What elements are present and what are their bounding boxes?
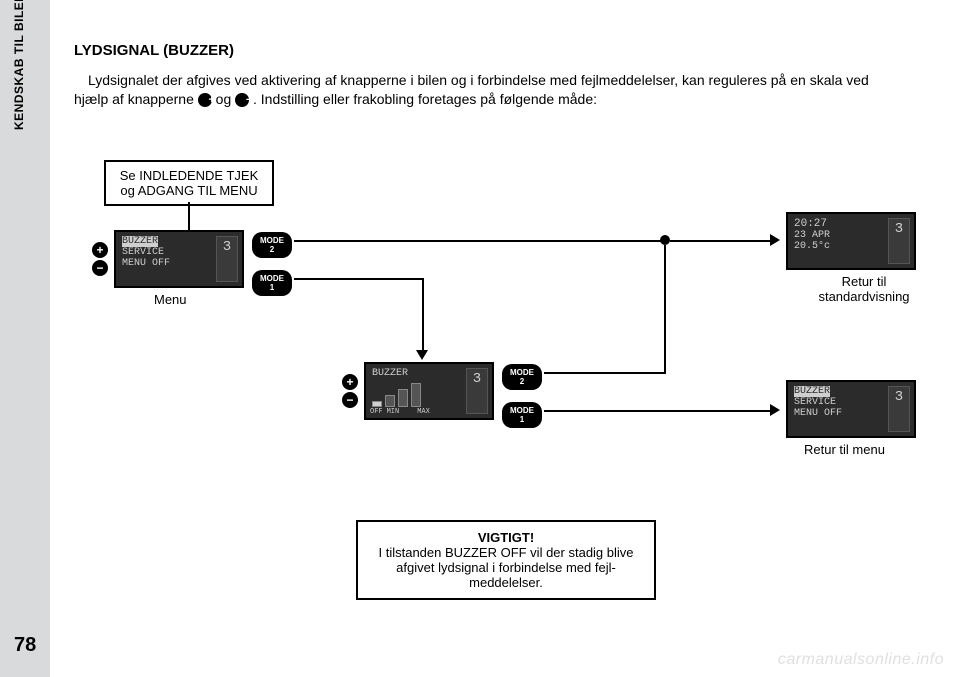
diagram: Se INDLEDENDE TJEK og ADGANG TIL MENU BU…	[74, 150, 944, 580]
sidebar: KENDSKAB TIL BILEN	[0, 0, 50, 677]
intro-box: Se INDLEDENDE TJEK og ADGANG TIL MENU	[104, 160, 274, 206]
screen-buzzer: BUZZER 3 OFF MIN MAX	[364, 362, 494, 420]
rm-hl: BUZZER	[794, 386, 830, 397]
screen-menu: BUZZER SERVICE MENU OFF 3	[114, 230, 244, 288]
buzzer-max: MAX	[417, 408, 430, 416]
sidebar-label: KENDSKAB TIL BILEN	[12, 0, 26, 130]
body-text: Lydsignalet der afgives ved aktivering a…	[74, 71, 944, 109]
buzzer-off: OFF	[370, 408, 383, 416]
buzzer-min: MIN	[387, 408, 400, 416]
screen-return-menu: BUZZER SERVICE MENU OFF 3	[786, 380, 916, 438]
return-std-l2: standardvisning	[818, 289, 909, 304]
content: LYDSIGNAL (BUZZER) Lydsignalet der afgiv…	[74, 42, 944, 109]
menu-hl: BUZZER	[122, 236, 158, 247]
arrow-head	[770, 234, 780, 246]
warn-l2: afgivet lydsignal i forbindelse med fejl…	[376, 560, 636, 575]
intro-l1: Se INDLEDENDE TJEK	[120, 168, 258, 183]
warn-l1: I tilstanden BUZZER OFF vil der stadig b…	[376, 545, 636, 560]
plus-icon: +	[342, 374, 358, 390]
line	[544, 410, 772, 412]
menu-label: Menu	[154, 292, 187, 307]
mode1-btn-2[interactable]: MODE 1	[502, 402, 542, 428]
gear-indicator: 3	[466, 368, 488, 414]
warn-l3: meddelelser.	[376, 575, 636, 590]
minus-icon: −	[92, 260, 108, 276]
mode1-btn-1[interactable]: MODE 1	[252, 270, 292, 296]
line	[664, 245, 666, 374]
body-line2a: hjælp af knapperne	[74, 91, 198, 107]
plus-icon: +	[198, 93, 212, 107]
return-std-label: Retur til standardvisning	[809, 274, 919, 304]
line	[188, 202, 190, 230]
line	[294, 240, 664, 242]
body-line2b: . Indstilling eller frakobling foretages…	[253, 91, 597, 107]
screen-clock: 20:27 23 APR 20.5°c 3	[786, 212, 916, 270]
arrow-head	[416, 350, 428, 360]
page-number: 78	[14, 634, 36, 657]
gear-indicator: 3	[888, 386, 910, 432]
line	[422, 278, 424, 350]
line	[294, 278, 424, 280]
section-heading: LYDSIGNAL (BUZZER)	[74, 42, 944, 59]
mode2-btn-1[interactable]: MODE 2	[252, 232, 292, 258]
warning-box: VIGTIGT! I tilstanden BUZZER OFF vil der…	[356, 520, 656, 600]
minus-icon: −	[235, 93, 249, 107]
pm-menu: + −	[92, 242, 108, 276]
warn-title: VIGTIGT!	[376, 530, 636, 545]
body-line1: Lydsignalet der afgives ved aktivering a…	[88, 72, 869, 88]
arrow-head	[770, 404, 780, 416]
intro-l2: og ADGANG TIL MENU	[120, 183, 257, 198]
line	[544, 372, 664, 374]
return-menu-label: Retur til menu	[804, 442, 885, 457]
gear-indicator: 3	[888, 218, 910, 264]
pm-buzzer: + −	[342, 374, 358, 408]
plus-icon: +	[92, 242, 108, 258]
line	[670, 240, 770, 242]
return-std-l1: Retur til	[842, 274, 887, 289]
minus-icon: −	[342, 392, 358, 408]
gear-indicator: 3	[216, 236, 238, 282]
mode2-btn-2[interactable]: MODE 2	[502, 364, 542, 390]
watermark: carmanualsonline.info	[778, 651, 944, 669]
junction-dot	[660, 235, 670, 245]
